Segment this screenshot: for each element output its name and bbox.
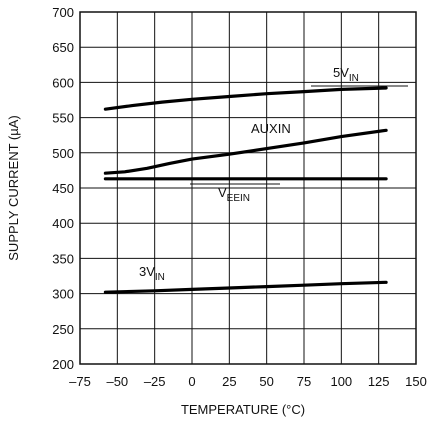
y-tick-label: 450 (52, 181, 74, 196)
x-tick-label: –50 (106, 374, 128, 389)
x-tick-label: 100 (330, 374, 352, 389)
y-tick-label: 650 (52, 40, 74, 55)
series-label-main: 5V (333, 65, 349, 80)
y-axis-title: SUPPLY CURRENT (µA) (6, 115, 21, 260)
y-tick-label: 250 (52, 322, 74, 337)
series-line-3vin (103, 280, 388, 294)
series-line-5vin (103, 86, 388, 111)
series-label-subscript: EEIN (227, 193, 250, 204)
x-tick-label: 50 (259, 374, 273, 389)
x-tick-label: 150 (405, 374, 427, 389)
y-axis-ticks: 200 250 300 350 400 450 500 550 600 650 700 (52, 5, 74, 372)
series-label-main: AUXIN (251, 121, 291, 136)
x-tick-label: 0 (188, 374, 195, 389)
x-axis-ticks: –75 –50 –25 0 25 50 75 100 125 150 (69, 374, 427, 389)
series-lines (103, 86, 388, 294)
series-label-3vin: 3VIN (139, 264, 165, 283)
series-label-main: 3V (139, 264, 155, 279)
y-tick-label: 500 (52, 146, 74, 161)
y-tick-label: 400 (52, 216, 74, 231)
series-label-veein: VEEIN (218, 185, 250, 204)
series-label-subscript: IN (349, 73, 359, 84)
x-tick-label: –25 (144, 374, 166, 389)
series-label-5vin: 5VIN (333, 65, 359, 84)
series-label-main: V (218, 185, 227, 200)
series-label-subscript: IN (155, 272, 165, 283)
y-tick-label: 350 (52, 251, 74, 266)
series-label-auxin: AUXIN (251, 121, 291, 136)
series-line-auxin (103, 128, 388, 175)
x-tick-label: –75 (69, 374, 91, 389)
plot-frame (79, 11, 417, 365)
x-tick-label: 125 (368, 374, 390, 389)
y-tick-label: 550 (52, 111, 74, 126)
grid (79, 11, 417, 365)
y-tick-label: 600 (52, 75, 74, 90)
y-tick-label: 300 (52, 287, 74, 302)
y-tick-label: 200 (52, 357, 74, 372)
x-tick-label: 75 (297, 374, 311, 389)
y-tick-label: 700 (52, 5, 74, 20)
x-tick-label: 25 (222, 374, 236, 389)
x-axis-title: TEMPERATURE (°C) (181, 402, 305, 417)
